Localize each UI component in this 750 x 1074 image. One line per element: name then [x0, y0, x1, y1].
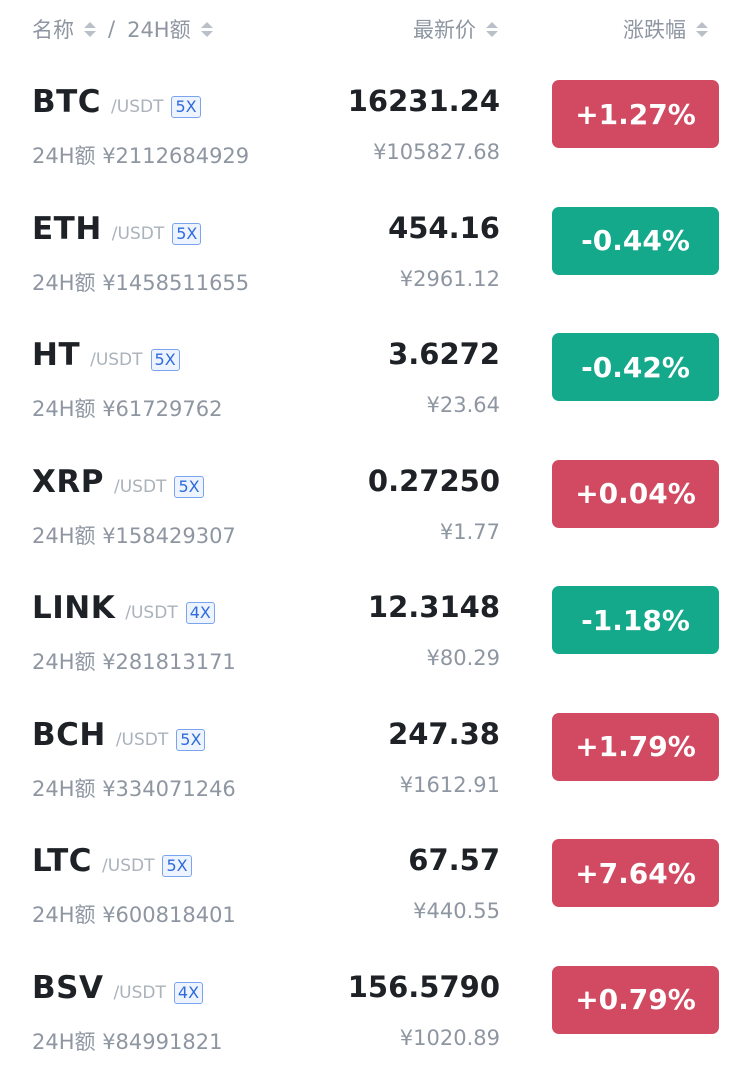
quote-currency: /USDT — [102, 856, 154, 876]
last-price: 67.57 — [408, 843, 500, 877]
market-row[interactable]: BTC /USDT 5X 24H额 ¥2112684929 16231.24 ¥… — [0, 62, 750, 189]
market-row[interactable]: ETH /USDT 5X 24H额 ¥1458511655 454.16 ¥29… — [0, 189, 750, 316]
volume-sort-label[interactable]: 24H额 — [127, 14, 191, 44]
sort-arrows-icon[interactable] — [84, 22, 96, 37]
price-cny: ¥23.64 — [427, 393, 500, 417]
change-sort-label[interactable]: 涨跌幅 — [623, 14, 686, 44]
symbol-group: BCH /USDT 5X — [32, 717, 205, 753]
price-sort[interactable]: 最新价 — [413, 14, 498, 44]
quote-currency: /USDT — [125, 603, 177, 623]
last-price: 454.16 — [388, 211, 500, 245]
change-badge[interactable]: +0.04% — [552, 460, 719, 528]
volume-24h: 24H额 ¥334071246 — [32, 773, 236, 803]
volume-24h: 24H额 ¥84991821 — [32, 1026, 222, 1056]
leverage-badge: 5X — [162, 855, 191, 877]
market-row[interactable]: BSV /USDT 4X 24H额 ¥84991821 156.5790 ¥10… — [0, 948, 750, 1074]
name-volume-sort[interactable]: 名称 / 24H额 — [32, 14, 213, 44]
leverage-badge: 5X — [151, 349, 180, 371]
price-cny: ¥80.29 — [427, 646, 500, 670]
base-currency: BSV — [32, 970, 103, 1006]
price-cny: ¥1.77 — [440, 520, 500, 544]
symbol-group: ETH /USDT 5X — [32, 211, 201, 247]
leverage-badge: 5X — [176, 729, 205, 751]
base-currency: ETH — [32, 211, 102, 247]
last-price: 247.38 — [388, 717, 500, 751]
volume-24h: 24H额 ¥158429307 — [32, 520, 236, 550]
leverage-badge: 5X — [171, 96, 200, 118]
change-sort[interactable]: 涨跌幅 — [623, 14, 708, 44]
price-cny: ¥1020.89 — [400, 1026, 500, 1050]
change-badge[interactable]: +1.79% — [552, 713, 719, 781]
change-badge[interactable]: -0.42% — [552, 333, 719, 401]
leverage-badge: 5X — [172, 223, 201, 245]
symbol-group: LINK /USDT 4X — [32, 590, 215, 626]
quote-currency: /USDT — [116, 730, 168, 750]
change-badge[interactable]: +0.79% — [552, 966, 719, 1034]
market-row[interactable]: LTC /USDT 5X 24H额 ¥600818401 67.57 ¥440.… — [0, 821, 750, 948]
last-price: 12.3148 — [368, 590, 500, 624]
base-currency: BTC — [32, 84, 101, 120]
sort-arrows-icon[interactable] — [486, 22, 498, 37]
header-separator: / — [108, 17, 115, 41]
market-row[interactable]: LINK /USDT 4X 24H额 ¥281813171 12.3148 ¥8… — [0, 568, 750, 695]
base-currency: LTC — [32, 843, 92, 879]
symbol-group: LTC /USDT 5X — [32, 843, 192, 879]
last-price: 16231.24 — [348, 84, 500, 118]
market-list: BTC /USDT 5X 24H额 ¥2112684929 16231.24 ¥… — [0, 62, 750, 1074]
price-cny: ¥105827.68 — [373, 140, 500, 164]
leverage-badge: 5X — [174, 476, 203, 498]
base-currency: LINK — [32, 590, 115, 626]
market-row[interactable]: XRP /USDT 5X 24H额 ¥158429307 0.27250 ¥1.… — [0, 442, 750, 569]
base-currency: HT — [32, 337, 80, 373]
volume-24h: 24H额 ¥281813171 — [32, 646, 236, 676]
sort-arrows-icon[interactable] — [201, 22, 213, 37]
leverage-badge: 4X — [186, 602, 215, 624]
sort-arrows-icon[interactable] — [696, 22, 708, 37]
base-currency: XRP — [32, 464, 104, 500]
price-cny: ¥440.55 — [413, 899, 500, 923]
change-badge[interactable]: -0.44% — [552, 207, 719, 275]
market-row[interactable]: BCH /USDT 5X 24H额 ¥334071246 247.38 ¥161… — [0, 695, 750, 822]
price-sort-label[interactable]: 最新价 — [413, 14, 476, 44]
change-badge[interactable]: -1.18% — [552, 586, 719, 654]
market-row[interactable]: HT /USDT 5X 24H额 ¥61729762 3.6272 ¥23.64… — [0, 315, 750, 442]
symbol-group: XRP /USDT 5X — [32, 464, 204, 500]
change-badge[interactable]: +7.64% — [552, 839, 719, 907]
symbol-group: BSV /USDT 4X — [32, 970, 203, 1006]
list-header: 名称 / 24H额 最新价 涨跌幅 — [0, 0, 750, 62]
volume-24h: 24H额 ¥600818401 — [32, 899, 236, 929]
quote-currency: /USDT — [111, 97, 163, 117]
volume-24h: 24H额 ¥2112684929 — [32, 140, 249, 170]
quote-currency: /USDT — [112, 224, 164, 244]
quote-currency: /USDT — [113, 983, 165, 1003]
last-price: 156.5790 — [348, 970, 500, 1004]
quote-currency: /USDT — [114, 477, 166, 497]
name-sort-label[interactable]: 名称 — [32, 14, 74, 44]
base-currency: BCH — [32, 717, 106, 753]
volume-24h: 24H额 ¥61729762 — [32, 393, 222, 423]
symbol-group: BTC /USDT 5X — [32, 84, 201, 120]
price-cny: ¥1612.91 — [400, 773, 500, 797]
change-badge[interactable]: +1.27% — [552, 80, 719, 148]
symbol-group: HT /USDT 5X — [32, 337, 180, 373]
last-price: 3.6272 — [388, 337, 500, 371]
price-cny: ¥2961.12 — [400, 267, 500, 291]
last-price: 0.27250 — [368, 464, 500, 498]
volume-24h: 24H额 ¥1458511655 — [32, 267, 249, 297]
leverage-badge: 4X — [174, 982, 203, 1004]
quote-currency: /USDT — [90, 350, 142, 370]
